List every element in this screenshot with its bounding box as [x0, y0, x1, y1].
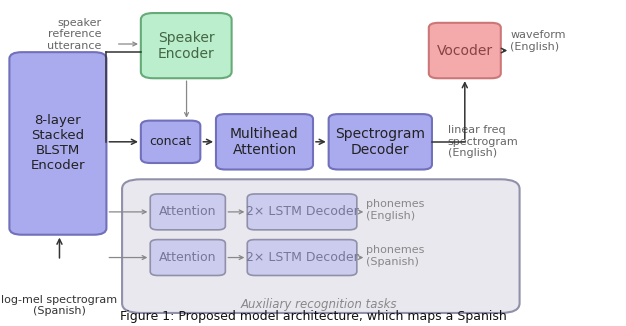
FancyBboxPatch shape: [150, 240, 225, 275]
Text: Vocoder: Vocoder: [437, 44, 493, 57]
FancyBboxPatch shape: [9, 52, 106, 235]
FancyBboxPatch shape: [329, 114, 432, 170]
Text: Multihead
Attention: Multihead Attention: [230, 127, 299, 157]
Text: linear freq
spectrogram
(English): linear freq spectrogram (English): [448, 125, 518, 158]
Text: phonemes
(Spanish): phonemes (Spanish): [366, 245, 424, 267]
Text: Attention: Attention: [159, 205, 217, 218]
Text: 2× LSTM Decoder: 2× LSTM Decoder: [245, 251, 359, 264]
Text: Auxiliary recognition tasks: Auxiliary recognition tasks: [241, 298, 398, 311]
Text: Figure 1: Proposed model architecture, which maps a Spanish: Figure 1: Proposed model architecture, w…: [120, 310, 506, 323]
Text: speaker
reference
utterance: speaker reference utterance: [47, 18, 101, 51]
FancyBboxPatch shape: [141, 121, 200, 163]
FancyBboxPatch shape: [122, 179, 520, 313]
FancyBboxPatch shape: [216, 114, 313, 170]
Text: log-mel spectrogram
(Spanish): log-mel spectrogram (Spanish): [1, 295, 118, 316]
FancyBboxPatch shape: [150, 194, 225, 230]
FancyBboxPatch shape: [247, 240, 357, 275]
Text: phonemes
(English): phonemes (English): [366, 200, 424, 221]
Text: 8-layer
Stacked
BLSTM
Encoder: 8-layer Stacked BLSTM Encoder: [31, 114, 85, 172]
FancyBboxPatch shape: [141, 13, 232, 78]
FancyBboxPatch shape: [247, 194, 357, 230]
Text: concat: concat: [150, 135, 192, 148]
Text: waveform
(English): waveform (English): [510, 30, 566, 52]
Text: Speaker
Encoder: Speaker Encoder: [158, 31, 215, 61]
FancyBboxPatch shape: [429, 23, 501, 78]
Text: 2× LSTM Decoder: 2× LSTM Decoder: [245, 205, 359, 218]
Text: Attention: Attention: [159, 251, 217, 264]
Text: Spectrogram
Decoder: Spectrogram Decoder: [336, 127, 425, 157]
